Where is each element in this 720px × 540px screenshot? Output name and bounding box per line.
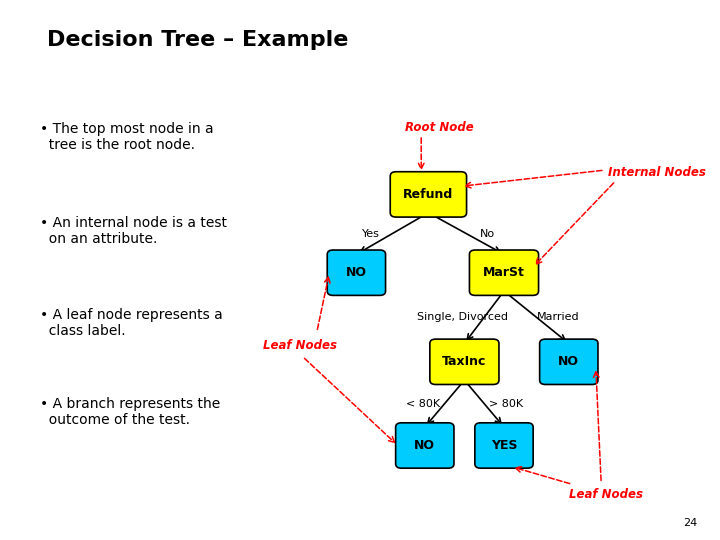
FancyBboxPatch shape [475, 423, 533, 468]
Text: No: No [480, 228, 495, 239]
Text: NO: NO [414, 439, 436, 452]
Text: Refund: Refund [403, 188, 454, 201]
Text: Leaf Nodes: Leaf Nodes [263, 339, 337, 352]
FancyBboxPatch shape [327, 250, 386, 295]
FancyBboxPatch shape [430, 339, 499, 384]
Text: Leaf Nodes: Leaf Nodes [569, 488, 643, 501]
FancyBboxPatch shape [390, 172, 467, 217]
Text: Yes: Yes [362, 228, 379, 239]
Text: • A leaf node represents a
  class label.: • A leaf node represents a class label. [40, 308, 222, 338]
Text: > 80K: > 80K [489, 399, 523, 409]
Text: MarSt: MarSt [483, 266, 525, 279]
Text: < 80K: < 80K [406, 399, 440, 409]
Text: Single, Divorced: Single, Divorced [417, 312, 508, 322]
Text: 24: 24 [683, 518, 697, 528]
Text: Decision Tree – Example: Decision Tree – Example [47, 30, 348, 50]
Text: NO: NO [558, 355, 580, 368]
Text: YES: YES [491, 439, 517, 452]
Text: • A branch represents the
  outcome of the test.: • A branch represents the outcome of the… [40, 397, 220, 427]
FancyBboxPatch shape [396, 423, 454, 468]
Text: TaxInc: TaxInc [442, 355, 487, 368]
Text: Root Node: Root Node [405, 122, 474, 134]
FancyBboxPatch shape [469, 250, 539, 295]
Text: • An internal node is a test
  on an attribute.: • An internal node is a test on an attri… [40, 216, 227, 246]
Text: Married: Married [536, 312, 580, 322]
FancyBboxPatch shape [540, 339, 598, 384]
Text: Internal Nodes: Internal Nodes [608, 166, 706, 179]
Text: • The top most node in a
  tree is the root node.: • The top most node in a tree is the roo… [40, 122, 213, 152]
Text: NO: NO [346, 266, 367, 279]
